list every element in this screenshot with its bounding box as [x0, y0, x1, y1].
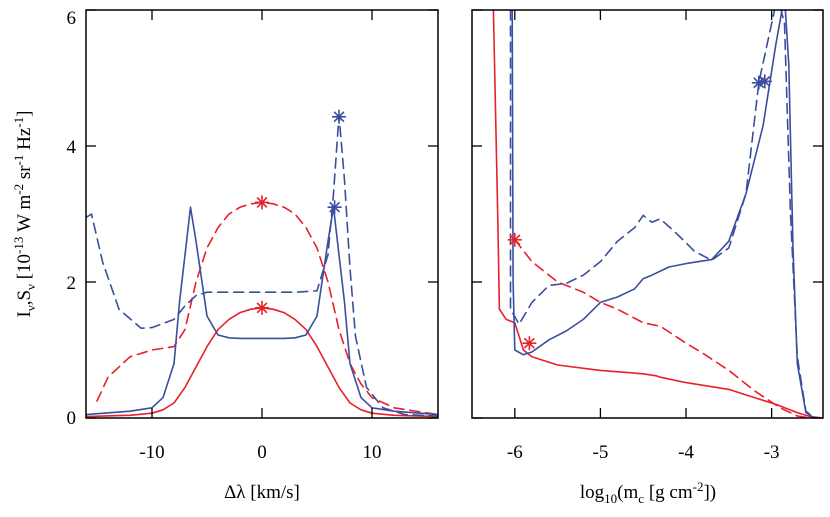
right-xlabel-g: ])	[703, 482, 716, 503]
right-xlabel-e: [g cm	[644, 482, 693, 503]
right-panel-frame	[471, 9, 824, 419]
left-plot-area	[86, 109, 438, 418]
right-x-tick-label: -4	[678, 442, 694, 463]
left-x-tick-label: -10	[139, 442, 164, 463]
y-title-exp1: -13	[11, 237, 26, 254]
right-series-line-3	[509, 10, 816, 418]
right-xlabel-d: c	[638, 491, 644, 506]
y-title-open: [10	[14, 254, 35, 284]
right-x-axis-title: log10(mc [g cm-2])	[580, 479, 716, 506]
left-series-line-0	[86, 307, 438, 418]
left-y-tick-label: 2	[67, 273, 77, 294]
right-panel: -6 -5 -4 -3 log10(mc [g cm-2])	[471, 9, 824, 506]
y-title-units-b: sr	[14, 165, 35, 184]
left-star-marker-3	[327, 200, 342, 215]
right-x-tick-label: -5	[593, 442, 609, 463]
left-star-marker-0	[255, 195, 269, 210]
right-x-tick-label: -6	[507, 442, 523, 463]
left-star-marker-2	[332, 109, 346, 124]
left-star-marker-1	[255, 300, 269, 315]
right-ticks: -6 -5 -4 -3	[472, 9, 823, 463]
right-plot-area	[492, 10, 823, 418]
y-title-sub1: ν	[23, 305, 38, 311]
right-xlabel-f: -2	[693, 479, 704, 494]
y-title-exp3: -1	[11, 155, 26, 166]
right-series-line-0	[492, 10, 823, 418]
right-star-marker-0	[507, 232, 522, 247]
left-series-line-3	[86, 114, 438, 417]
left-panel: -10 0 10 0 2 4 6 Δλ [km/s]	[67, 8, 439, 503]
y-title-units-a: W m	[14, 195, 35, 237]
y-title-sub2: ν	[23, 284, 38, 290]
right-x-tick-label: -3	[764, 442, 780, 463]
y-axis-title: Iν,Sν [10-13 W m-2 sr-1 Hz-1]	[11, 111, 38, 318]
y-title-units-c: Hz	[14, 128, 35, 155]
right-xlabel-c: (m	[617, 482, 638, 503]
right-series-line-2	[511, 10, 816, 418]
left-y-tick-label: 0	[67, 408, 77, 429]
left-panel-frame	[85, 9, 439, 419]
right-star-marker-3	[757, 74, 772, 89]
left-series-line-2	[86, 206, 438, 416]
y-title-exp2: -2	[11, 184, 26, 195]
right-xlabel-b: 10	[604, 491, 617, 506]
left-x-tick-label: 0	[257, 442, 267, 463]
left-x-axis-title: Δλ [km/s]	[224, 482, 300, 503]
right-star-marker-1	[522, 336, 537, 351]
y-title-mid: ,S	[14, 290, 35, 305]
y-title-main: I	[14, 311, 35, 317]
right-xlabel-a: log	[580, 482, 605, 503]
left-y-tick-label: 4	[67, 137, 77, 158]
left-y-tick-label: 6	[67, 8, 77, 29]
left-x-tick-label: 10	[363, 442, 382, 463]
left-ticks: -10 0 10 0 2 4 6	[67, 8, 438, 463]
right-series-line-1	[514, 239, 811, 418]
y-title-exp4: -1	[11, 117, 26, 128]
y-title-close: ]	[14, 111, 35, 117]
